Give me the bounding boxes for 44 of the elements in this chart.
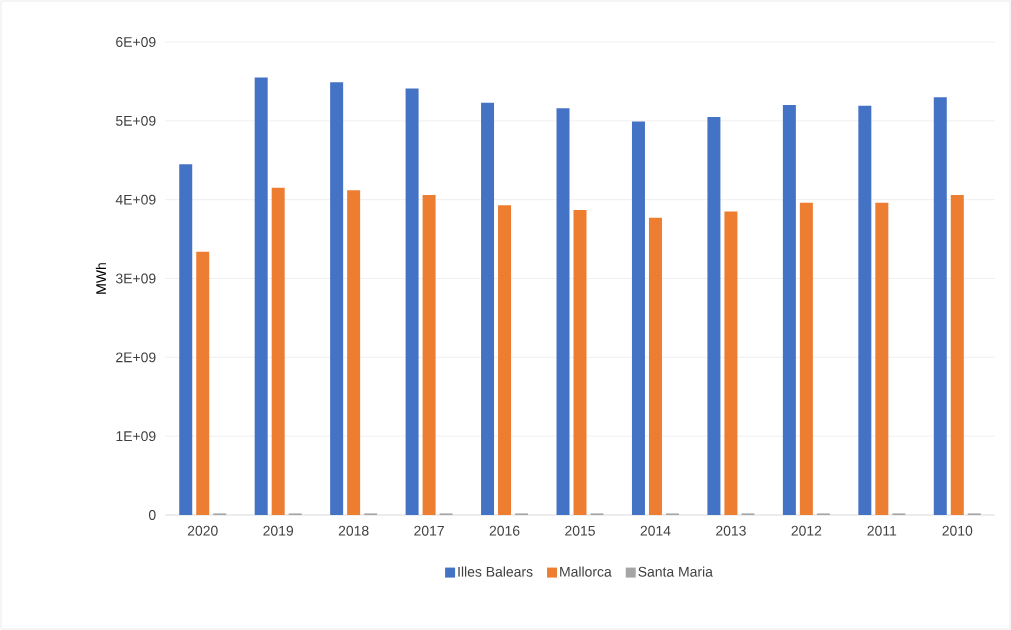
legend-label: Santa Maria <box>638 566 713 577</box>
bar <box>179 164 193 515</box>
x-tick-label: 2013 <box>716 525 746 536</box>
x-tick-label: 2017 <box>414 525 444 536</box>
legend-label: Illes Balears <box>458 566 533 577</box>
bar <box>724 211 738 515</box>
y-tick-label: 6E+09 <box>116 37 156 47</box>
bar <box>498 205 512 515</box>
y-tick-label: 2E+09 <box>116 352 156 363</box>
bar <box>422 194 436 515</box>
bar <box>556 108 570 515</box>
bar <box>347 190 361 515</box>
y-tick-label: 1E+09 <box>116 431 156 442</box>
bar <box>330 82 344 515</box>
x-tick-label: 2011 <box>867 525 897 536</box>
bar <box>875 202 889 515</box>
bar <box>631 121 645 515</box>
legend-label: Mallorca <box>560 566 612 577</box>
bar <box>858 105 872 515</box>
y-tick-label: 5E+09 <box>116 115 156 126</box>
x-tick-label: 2020 <box>187 525 218 536</box>
bar <box>648 217 662 515</box>
bar <box>271 187 285 515</box>
x-tick-label: 2016 <box>489 525 520 536</box>
x-tick-label: 2010 <box>942 525 973 536</box>
y-tick-label: 0 <box>148 510 156 520</box>
x-tick-label: 2019 <box>263 525 294 536</box>
bar <box>950 194 964 515</box>
bar <box>481 102 495 515</box>
x-tick-label: 2014 <box>640 525 671 536</box>
x-tick-label: 2018 <box>338 525 369 536</box>
y-axis-title: MWh <box>95 263 106 294</box>
bar <box>707 116 721 515</box>
bar <box>254 77 268 515</box>
x-tick-label: 2015 <box>565 525 595 536</box>
y-tick-label: 4E+09 <box>115 194 156 205</box>
x-tick-label: 2012 <box>791 525 822 536</box>
bar <box>405 88 419 515</box>
bar <box>933 97 947 515</box>
y-tick-label: 3E+09 <box>115 273 156 284</box>
bar <box>573 209 587 515</box>
bar <box>196 251 210 515</box>
bar <box>782 105 796 515</box>
bar <box>799 202 813 515</box>
